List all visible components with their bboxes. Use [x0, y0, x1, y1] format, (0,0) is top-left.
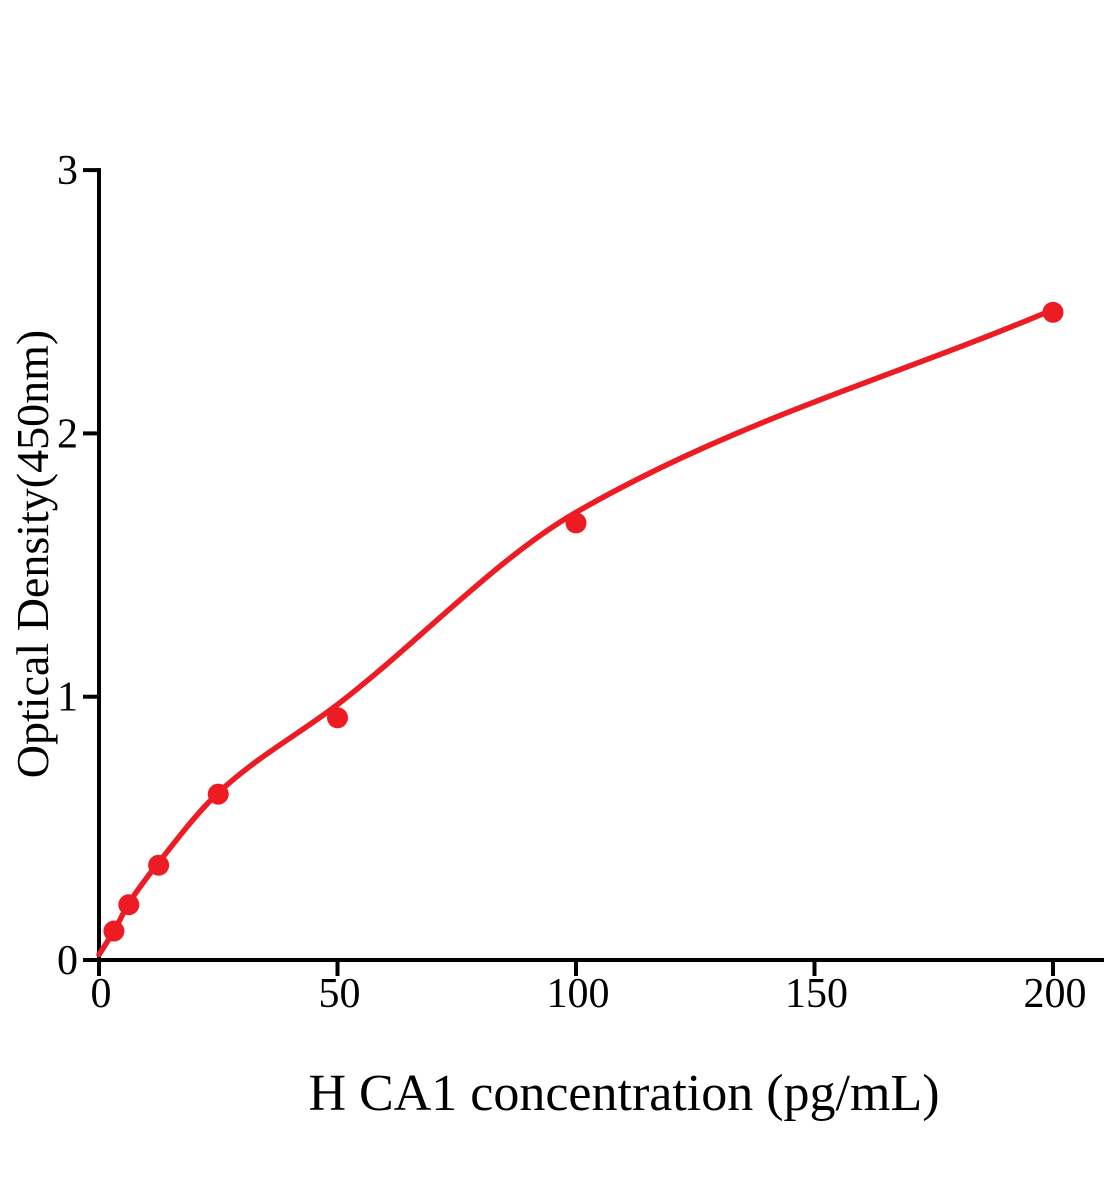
y-tick-label: 1	[57, 675, 78, 721]
y-tick-label: 0	[57, 938, 78, 984]
y-tick-label: 3	[57, 148, 78, 194]
x-tick-label: 200	[1024, 971, 1087, 1017]
data-point	[207, 783, 229, 805]
y-axis-ticks: 0 1 2 3	[57, 148, 99, 984]
y-axis-title: Optical Density(450nm)	[7, 330, 58, 778]
x-axis-ticks: 0 50 100 150 200	[91, 960, 1087, 1017]
x-axis-title: H CA1 concentration (pg/mL)	[308, 1065, 939, 1122]
y-tick-label: 2	[57, 411, 78, 457]
data-point	[118, 894, 140, 916]
fit-curve-line	[96, 306, 1056, 958]
x-tick-label: 150	[785, 971, 848, 1017]
x-tick-label: 50	[319, 971, 361, 1017]
axes	[96, 168, 1104, 962]
data-point	[565, 512, 587, 534]
data-point	[1042, 301, 1064, 323]
x-tick-label: 0	[91, 971, 112, 1017]
data-point	[103, 920, 125, 942]
data-point	[327, 707, 348, 729]
data-points	[103, 301, 1064, 942]
x-tick-label: 100	[547, 971, 610, 1017]
data-point	[148, 854, 170, 876]
